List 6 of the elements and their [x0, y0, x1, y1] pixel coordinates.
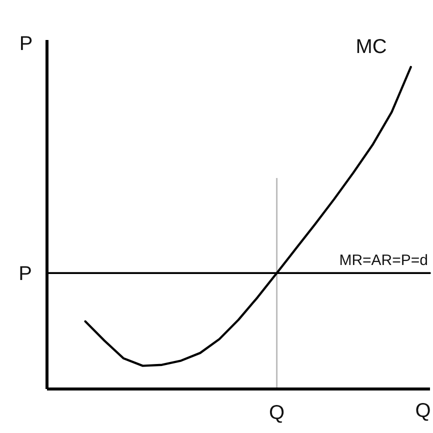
- text: Q: [269, 402, 285, 424]
- y-axis-title: P: [19, 33, 33, 55]
- series-label: MC: [356, 36, 387, 58]
- series-label: MR=AR=P=d: [339, 252, 428, 270]
- x-axis-title: Q: [415, 400, 431, 422]
- text: P: [18, 263, 32, 286]
